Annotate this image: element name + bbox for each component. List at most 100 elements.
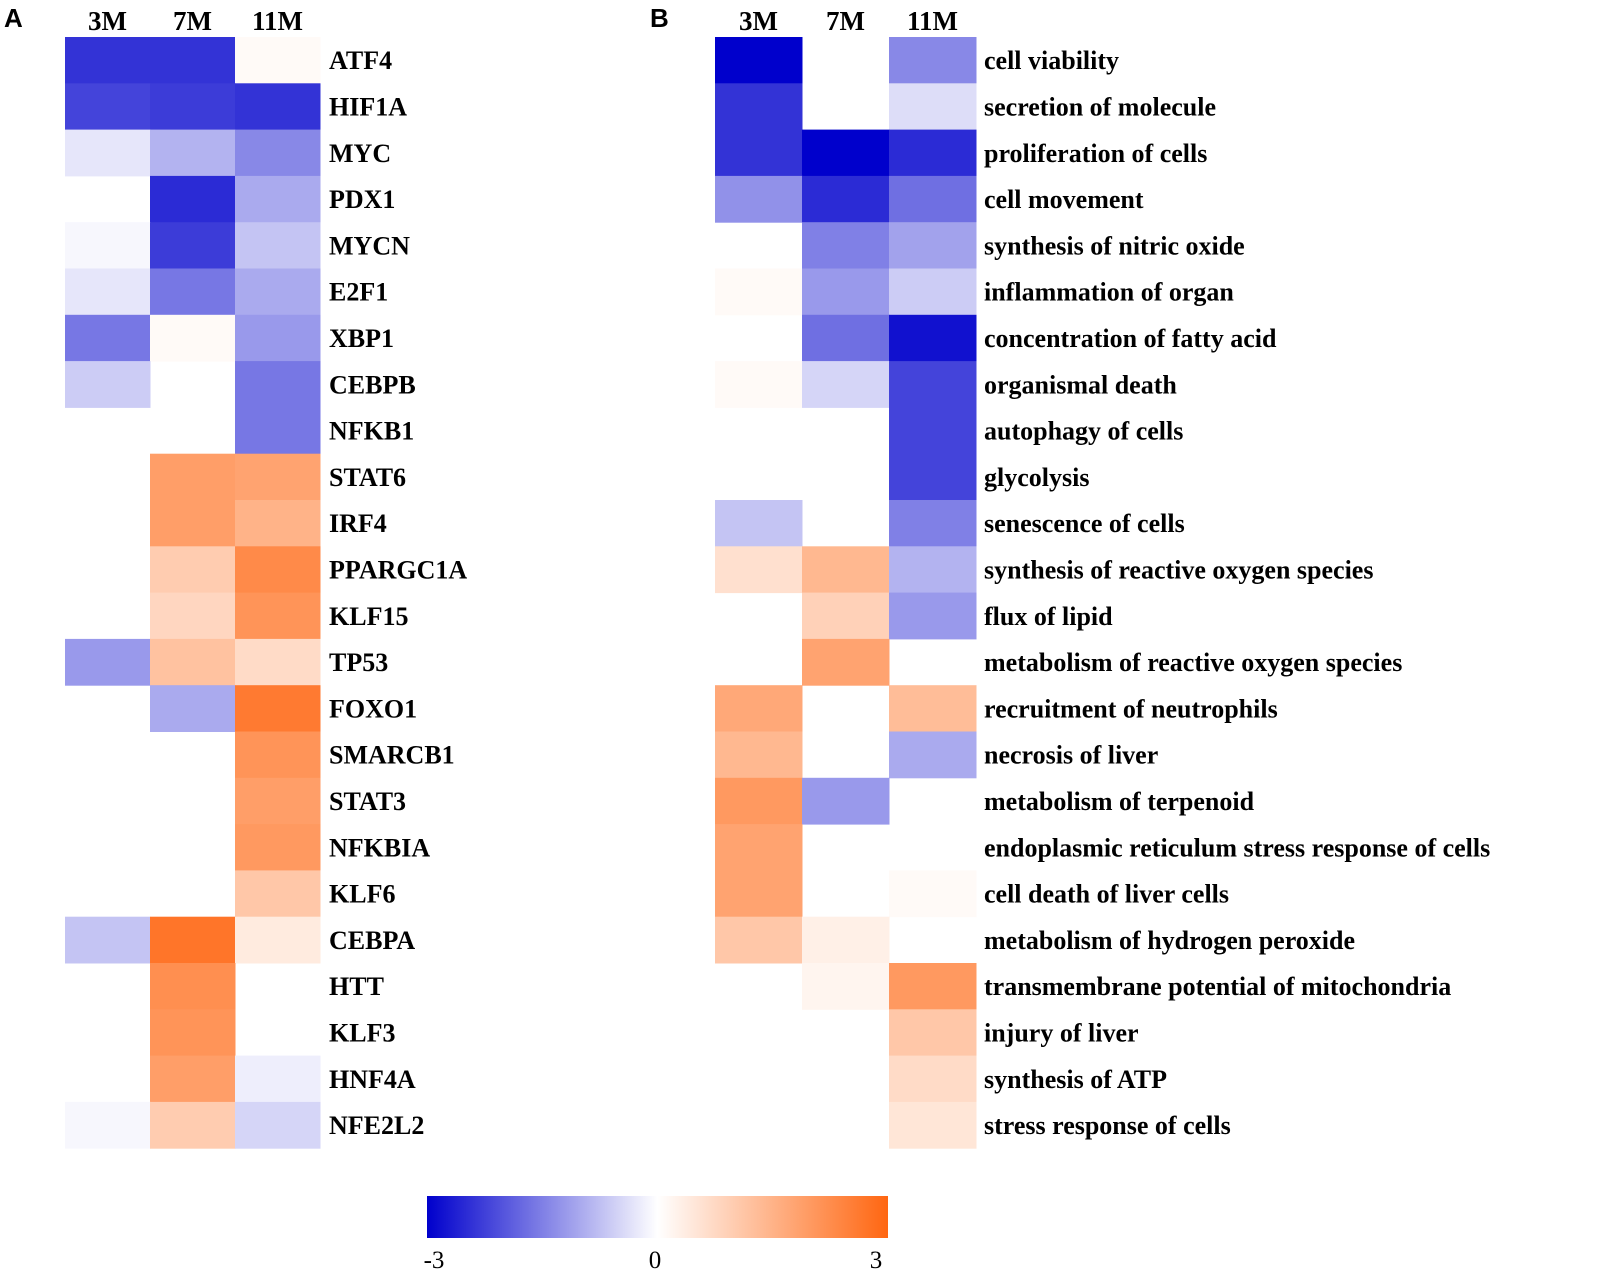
panel-a-cell	[150, 638, 236, 686]
panel-a-row-label: ATF4	[329, 46, 392, 75]
panel-a-row-label: STAT6	[329, 463, 406, 492]
panel-a-cell	[235, 916, 321, 964]
panel-a-row-label: KLF15	[329, 602, 408, 631]
panel-a-cell	[150, 546, 236, 594]
panel-a-row-label: TP53	[329, 648, 388, 677]
panel-b-cell	[715, 731, 803, 779]
panel-a-row-label: CEBPB	[329, 370, 416, 399]
panel-b-cell	[889, 407, 977, 455]
panel-b-cell	[802, 638, 890, 686]
panel-a-cell	[235, 175, 321, 223]
panel-b-cell	[889, 83, 977, 131]
panel-a-cell	[65, 129, 151, 177]
panel-b-row-label: concentration of fatty acid	[984, 324, 1277, 353]
panel-a-cell	[235, 1055, 321, 1103]
panel-b-row-label: inflammation of organ	[984, 278, 1234, 307]
panel-a-cell	[235, 83, 321, 131]
panel-b-cell	[889, 1055, 977, 1103]
panel-a-cell	[150, 685, 236, 732]
panel-b-cell	[889, 361, 977, 408]
panel-a-cell	[150, 500, 236, 547]
panel-a-cell	[150, 268, 236, 316]
colorbar-gradient	[427, 1196, 888, 1238]
panel-a-row-label: NFKB1	[329, 417, 414, 446]
panel-a-cells	[65, 37, 321, 1149]
panel-b-row-label: transmembrane potential of mitochondria	[984, 972, 1451, 1001]
panel-a-column-label: 7M	[173, 6, 212, 36]
panel-a-cell	[235, 222, 321, 269]
panel-b-row-label: synthesis of nitric oxide	[984, 231, 1245, 260]
panel-b-heatmap: B 3M 7M 11M cell viability secretion of mol…	[650, 3, 1490, 1149]
panel-a-cell	[235, 870, 321, 918]
panel-b-row-labels: cell viability secretion of molecule proli…	[984, 46, 1490, 1140]
panel-a-row-label: CEBPA	[329, 926, 415, 955]
panel-b-column-label: 11M	[907, 6, 958, 36]
panel-b-cell	[889, 222, 977, 269]
panel-b-cell	[802, 963, 890, 1010]
panel-b-cell	[802, 777, 890, 825]
panel-a-cell	[235, 37, 321, 84]
panel-a-cell	[150, 1055, 236, 1103]
panel-a-row-label: MYC	[329, 139, 391, 168]
colorbar-max-label: 3	[870, 1247, 883, 1273]
panel-b-cell	[715, 83, 803, 131]
panel-b-row-label: synthesis of reactive oxygen species	[984, 555, 1373, 584]
panel-a-row-label: NFE2L2	[329, 1111, 424, 1140]
panel-b-cell	[715, 129, 803, 177]
panel-a-cell	[150, 222, 236, 269]
panel-a-cell	[65, 268, 151, 316]
panel-b-row-label: proliferation of cells	[984, 139, 1207, 168]
panel-a-row-label: SMARCB1	[329, 741, 455, 770]
panel-b-column-label: 7M	[826, 6, 865, 36]
panel-a-cell	[150, 916, 236, 964]
panel-a-cell	[150, 453, 236, 501]
panel-a-cell	[150, 37, 236, 84]
panel-b-row-label: metabolism of hydrogen peroxide	[984, 926, 1355, 955]
panel-a-cell	[235, 824, 321, 871]
panel-a-cell	[150, 1009, 236, 1057]
panel-b-row-label: cell death of liver cells	[984, 880, 1229, 909]
panel-a-cell	[235, 592, 321, 640]
panel-a-row-label: NFKBIA	[329, 833, 430, 862]
panel-a-cell	[150, 963, 236, 1010]
colorbar-min-label: -3	[424, 1247, 445, 1273]
panel-b-cell	[715, 268, 803, 316]
panel-b-cell	[889, 500, 977, 547]
panel-b-cell	[802, 916, 890, 964]
panel-b-cell	[802, 129, 890, 177]
panel-b-row-label: recruitment of neutrophils	[984, 694, 1278, 723]
panel-b-cell	[889, 685, 977, 732]
panel-b-cell	[715, 824, 803, 871]
panel-b-cell	[715, 870, 803, 918]
panel-b-cell	[889, 592, 977, 640]
panel-b-cell	[715, 361, 803, 408]
panel-a-cell	[235, 1101, 321, 1149]
panel-a-cell	[65, 83, 151, 131]
panel-a-cell	[65, 222, 151, 269]
panel-b-cell	[889, 870, 977, 918]
panel-b-row-label: metabolism of terpenoid	[984, 787, 1255, 816]
panel-a-column-label: 11M	[252, 6, 303, 36]
panel-a-heatmap: A 3M 7M 11M ATF4 HIF1A MYC PDX1 MYCN E2F1 XBP1 CE…	[4, 3, 467, 1149]
panel-a-cell	[150, 1101, 236, 1149]
panel-a-cell	[235, 638, 321, 686]
panel-a-cell	[65, 916, 151, 964]
panel-b-cell	[802, 361, 890, 408]
panel-a-cell	[150, 83, 236, 131]
panel-b-cell	[802, 175, 890, 223]
panel-a-letter: A	[4, 3, 23, 33]
panel-b-row-label: metabolism of reactive oxygen species	[984, 648, 1402, 677]
panel-b-cell	[715, 546, 803, 594]
panel-b-cell	[715, 916, 803, 964]
panel-a-row-label: MYCN	[329, 231, 410, 260]
panel-b-row-label: synthesis of ATP	[984, 1065, 1167, 1094]
panel-a-cell	[235, 777, 321, 825]
panel-a-cell	[65, 361, 151, 408]
panel-a-cell	[150, 592, 236, 640]
panel-a-row-label: KLF6	[329, 880, 395, 909]
panel-a-row-label: PPARGC1A	[329, 555, 467, 584]
panel-a-cell	[235, 546, 321, 594]
panel-a-cell	[235, 129, 321, 177]
panel-b-row-label: secretion of molecule	[984, 92, 1216, 121]
